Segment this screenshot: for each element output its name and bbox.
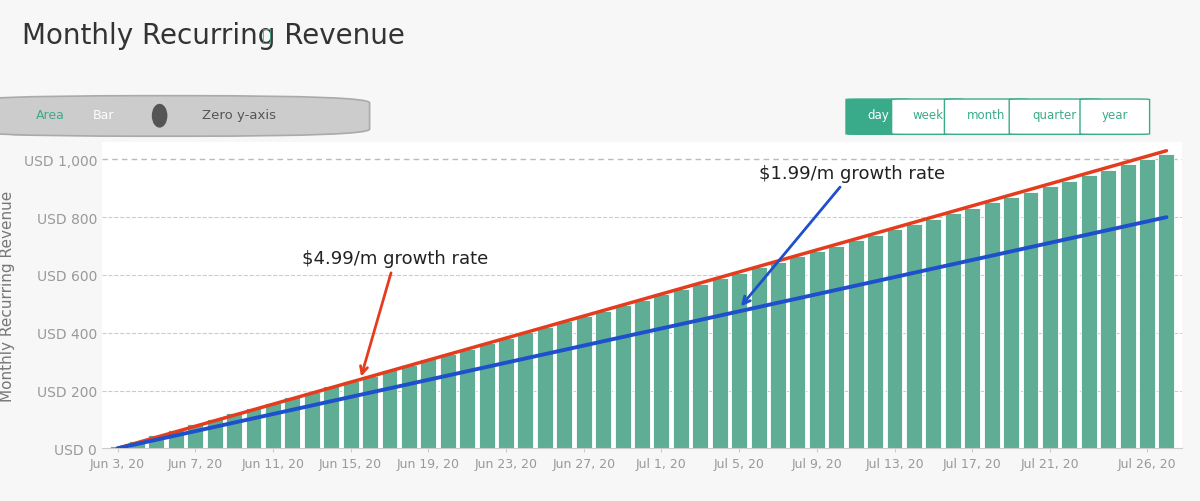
FancyBboxPatch shape bbox=[846, 100, 910, 135]
Bar bbox=[536, 327, 553, 448]
Bar bbox=[420, 360, 437, 448]
Bar bbox=[284, 397, 300, 448]
Bar bbox=[517, 333, 534, 448]
Bar bbox=[439, 354, 456, 448]
Bar bbox=[731, 273, 748, 448]
Bar bbox=[109, 446, 126, 448]
FancyBboxPatch shape bbox=[892, 100, 964, 135]
Bar bbox=[654, 295, 670, 448]
Bar bbox=[692, 284, 708, 448]
FancyBboxPatch shape bbox=[10, 100, 91, 135]
Text: week: week bbox=[912, 109, 943, 122]
Text: $1.99/m growth rate: $1.99/m growth rate bbox=[743, 165, 944, 304]
Bar bbox=[382, 370, 397, 448]
Bar bbox=[265, 403, 281, 448]
Bar bbox=[790, 257, 805, 448]
Bar bbox=[206, 419, 223, 448]
Y-axis label: Monthly Recurring Revenue: Monthly Recurring Revenue bbox=[0, 190, 16, 401]
Bar bbox=[343, 381, 359, 448]
Text: ⓘ: ⓘ bbox=[262, 27, 271, 45]
Bar bbox=[576, 317, 592, 448]
Bar bbox=[1081, 176, 1097, 448]
Bar bbox=[498, 338, 514, 448]
Ellipse shape bbox=[152, 105, 168, 128]
Bar bbox=[868, 235, 883, 448]
Bar bbox=[304, 392, 319, 448]
Bar bbox=[1158, 154, 1175, 448]
Bar bbox=[130, 441, 145, 448]
Text: $4.99/m growth rate: $4.99/m growth rate bbox=[302, 250, 488, 374]
FancyBboxPatch shape bbox=[0, 97, 370, 137]
Text: month: month bbox=[967, 109, 1006, 122]
Bar bbox=[847, 241, 864, 448]
FancyBboxPatch shape bbox=[68, 100, 138, 135]
Bar bbox=[1100, 170, 1116, 448]
Bar bbox=[887, 230, 902, 448]
FancyBboxPatch shape bbox=[1080, 100, 1150, 135]
Bar bbox=[1003, 197, 1019, 448]
Bar bbox=[944, 214, 961, 448]
Bar bbox=[460, 349, 475, 448]
Bar bbox=[479, 343, 494, 448]
FancyBboxPatch shape bbox=[944, 100, 1028, 135]
Bar bbox=[187, 424, 203, 448]
Bar bbox=[828, 246, 845, 448]
Bar bbox=[906, 224, 922, 448]
Bar bbox=[1120, 165, 1135, 448]
Text: day: day bbox=[866, 109, 889, 122]
Bar bbox=[557, 322, 572, 448]
Text: quarter: quarter bbox=[1033, 109, 1076, 122]
Bar bbox=[401, 365, 416, 448]
Text: Monthly Recurring Revenue: Monthly Recurring Revenue bbox=[22, 22, 404, 50]
Bar bbox=[323, 387, 340, 448]
Bar bbox=[1042, 187, 1058, 448]
Bar bbox=[809, 252, 824, 448]
Bar bbox=[149, 435, 164, 448]
FancyBboxPatch shape bbox=[1009, 100, 1100, 135]
Text: Bar: Bar bbox=[92, 109, 114, 122]
Bar bbox=[1022, 192, 1038, 448]
Bar bbox=[168, 430, 184, 448]
Bar bbox=[362, 376, 378, 448]
Bar bbox=[984, 203, 1000, 448]
Text: Zero y-axis: Zero y-axis bbox=[202, 109, 276, 122]
Bar bbox=[226, 414, 242, 448]
Bar bbox=[1139, 160, 1156, 448]
Bar bbox=[925, 219, 941, 448]
Bar bbox=[770, 263, 786, 448]
Bar bbox=[673, 290, 689, 448]
Bar bbox=[595, 311, 611, 448]
Bar bbox=[1061, 181, 1078, 448]
Bar bbox=[246, 408, 262, 448]
Bar bbox=[634, 300, 650, 448]
Bar bbox=[750, 268, 767, 448]
Bar bbox=[614, 306, 630, 448]
Bar bbox=[712, 279, 727, 448]
Text: year: year bbox=[1102, 109, 1128, 122]
Bar bbox=[965, 208, 980, 448]
Text: Area: Area bbox=[36, 109, 65, 122]
